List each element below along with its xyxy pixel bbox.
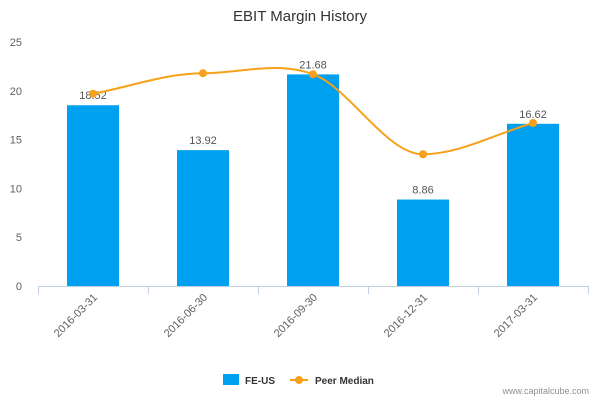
y-tick-label: 25	[10, 37, 22, 49]
credit-text: www.capitalcube.com	[501, 386, 589, 396]
peer-median-series	[89, 66, 537, 159]
y-axis: 0 5 10 15 20 25	[10, 37, 22, 293]
legend-swatch-fe-us	[223, 374, 239, 385]
y-tick-label: 15	[10, 135, 22, 147]
bar-2016-12-31[interactable]	[397, 199, 449, 286]
y-tick-label: 20	[10, 86, 22, 98]
legend-label-peer-median: Peer Median	[315, 376, 374, 387]
peer-median-point-2016-06-30[interactable]	[199, 69, 207, 78]
legend[interactable]: FE-US Peer Median	[223, 374, 374, 387]
bar-2016-03-31[interactable]	[67, 105, 119, 286]
peer-median-point-2017-03-31[interactable]	[529, 119, 537, 128]
bar-data-label: 8.86	[412, 185, 433, 197]
bar-2017-03-31[interactable]	[507, 123, 559, 286]
legend-marker-peer-median	[295, 376, 303, 384]
bar-2016-09-30[interactable]	[287, 74, 339, 286]
bar-series	[67, 74, 559, 286]
peer-median-point-2016-12-31[interactable]	[419, 150, 427, 159]
peer-median-point-2016-09-30[interactable]	[309, 70, 317, 79]
legend-item-fe-us[interactable]: FE-US	[223, 374, 275, 387]
x-tick-label: 2017-03-31	[492, 292, 540, 340]
x-tick-label: 2016-12-31	[382, 292, 430, 340]
legend-label-fe-us: FE-US	[245, 376, 275, 387]
bar-data-label: 16.62	[519, 109, 547, 121]
legend-item-peer-median[interactable]: Peer Median	[290, 376, 374, 387]
y-tick-label: 5	[16, 232, 22, 244]
peer-median-point-2016-03-31[interactable]	[89, 89, 97, 98]
y-tick-label: 10	[10, 183, 22, 195]
bar-2016-06-30[interactable]	[177, 150, 229, 286]
bar-data-label: 21.68	[299, 59, 327, 71]
x-tick-label: 2016-03-31	[52, 292, 100, 340]
x-tick-label: 2016-09-30	[272, 292, 320, 340]
bar-data-label: 13.92	[189, 135, 217, 147]
y-tick-label: 0	[16, 281, 22, 293]
chart-title: EBIT Margin History	[233, 8, 367, 25]
x-axis: 2016-03-31 2016-06-30 2016-09-30 2016-12-31…	[38, 286, 589, 340]
x-tick-label: 2016-06-30	[162, 292, 210, 340]
